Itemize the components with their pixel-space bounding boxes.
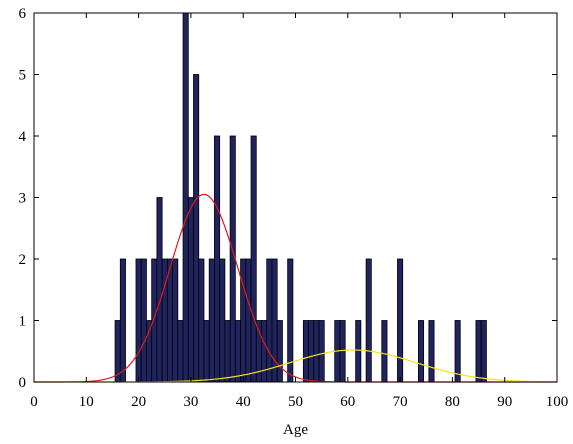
histogram-bar [418, 320, 425, 383]
histogram-bar [365, 258, 372, 383]
histogram-bar [428, 320, 435, 383]
x-tick-label: 80 [445, 394, 460, 410]
histogram-bar [203, 320, 210, 383]
histogram-bar [397, 258, 404, 383]
x-tick-label: 10 [79, 394, 94, 410]
histogram-bar [198, 258, 205, 383]
histogram-bar [475, 320, 482, 383]
x-tick-label: 50 [288, 394, 303, 410]
y-tick-label: 0 [19, 375, 27, 391]
x-tick-label: 100 [546, 394, 569, 410]
histogram-bar [276, 320, 283, 383]
y-tick-label: 5 [19, 68, 27, 84]
x-tick-label: 0 [30, 394, 38, 410]
histogram-bar [166, 258, 173, 383]
histogram-bar [224, 320, 231, 383]
histogram-bar [119, 258, 126, 383]
histogram-bar [156, 197, 163, 383]
x-tick-label: 70 [393, 394, 408, 410]
histogram-bar [381, 320, 388, 383]
histogram-bar [261, 320, 268, 383]
histogram-bar [266, 258, 273, 383]
histogram-bar [177, 320, 184, 383]
y-tick-label: 3 [19, 191, 27, 207]
histogram-bar [302, 320, 309, 383]
y-tick-label: 1 [19, 314, 27, 330]
histogram-bar [240, 258, 247, 383]
histogram-bar [214, 135, 221, 383]
histogram-bar [234, 320, 241, 383]
x-tick-label: 30 [183, 394, 198, 410]
y-tick-label: 6 [19, 6, 27, 22]
histogram-bar [355, 320, 362, 383]
histogram-bar [454, 320, 461, 383]
histogram-bar [151, 258, 158, 383]
y-tick-label: 2 [19, 252, 27, 268]
histogram-bar [313, 320, 320, 383]
y-tick-label: 4 [19, 129, 27, 145]
histogram-bar [208, 258, 215, 383]
histogram-bar [271, 258, 278, 383]
histogram-bar [135, 258, 142, 383]
histogram-bar [182, 12, 189, 383]
x-tick-label: 60 [340, 394, 355, 410]
ticks-layer: 0 10 20 30 40 50 60 70 80 90 100 0 1 2 3 4 5 6 [19, 6, 569, 410]
histogram-bar [172, 258, 179, 383]
histogram-bar [480, 320, 487, 383]
histogram-bar [318, 320, 325, 383]
histogram-bar [229, 135, 236, 383]
histogram-bar [161, 258, 168, 383]
histogram-bar [219, 258, 226, 383]
x-axis-title: Age [283, 422, 308, 438]
histogram-bar [140, 258, 147, 383]
x-tick-label: 20 [131, 394, 146, 410]
bars-layer [114, 12, 487, 383]
histogram-bar [339, 320, 346, 383]
x-tick-label: 40 [236, 394, 251, 410]
x-tick-label: 90 [497, 394, 512, 410]
histogram-bar [308, 320, 315, 383]
histogram-bar [187, 197, 194, 383]
histogram-bar [245, 258, 252, 383]
histogram-bar [193, 74, 200, 383]
histogram-bar [250, 135, 257, 383]
